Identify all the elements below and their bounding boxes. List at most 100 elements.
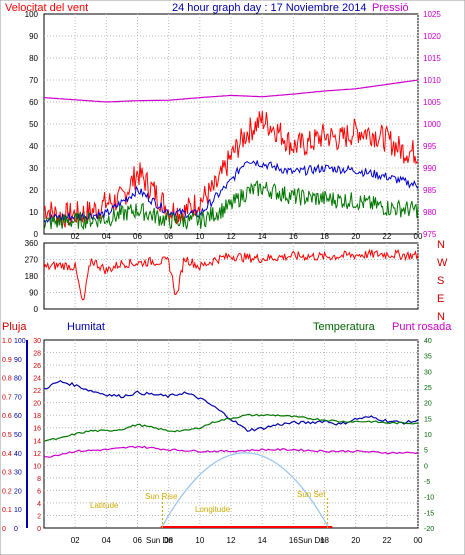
top-x-tick-label: 06 xyxy=(133,232,142,241)
mid-tick-label: 4 xyxy=(37,501,41,508)
humidity-tick-label: 100 xyxy=(14,338,26,345)
temperature-tick-label: 40 xyxy=(424,338,432,345)
pressure-tick-label: 985 xyxy=(423,186,437,195)
pressure-tick-label: 1020 xyxy=(423,32,441,41)
humidity-tick-label: 10 xyxy=(14,507,22,514)
bottom-x-tick-label: 08 xyxy=(164,536,173,545)
sunrise-label: Sun Rise xyxy=(145,492,178,501)
wind-speed-line xyxy=(43,179,419,231)
bottom-x-tick-label: 00 xyxy=(414,536,423,545)
mid-tick-label: 6 xyxy=(37,488,41,495)
latitude-label: Latitude xyxy=(90,501,119,510)
sun-arc xyxy=(161,452,329,527)
humidity-tick-label: 30 xyxy=(14,470,22,477)
pressure-tick-label: 980 xyxy=(423,208,437,217)
pressure-tick-label: 1000 xyxy=(423,120,441,129)
bottom-x-tick-label: 14 xyxy=(258,536,267,545)
wind-gust-line xyxy=(43,110,418,228)
pressure-tick-label: 995 xyxy=(423,142,437,151)
top-x-tick-label: 02 xyxy=(71,232,80,241)
wind-direction-line xyxy=(43,248,419,301)
top-x-tick-label: 18 xyxy=(320,232,329,241)
humidity-tick-label: 70 xyxy=(14,394,22,401)
rain-tick-label: 0.1 xyxy=(2,507,12,514)
bottom-x-tick-label: 22 xyxy=(382,536,391,545)
humidity-label: Humitat xyxy=(67,321,105,333)
wind-tick-label: 10 xyxy=(29,208,38,217)
longitude-label: Longitude xyxy=(195,505,231,514)
temperature-tick-label: 30 xyxy=(424,369,432,376)
humidity-tick-label: 40 xyxy=(14,451,22,458)
humidity-line xyxy=(43,379,419,432)
compass-letter: N xyxy=(437,311,445,323)
pressure-tick-label: 975 xyxy=(423,230,437,239)
direction-tick-label: 90 xyxy=(29,289,38,298)
wind-tick-label: 60 xyxy=(29,98,38,107)
mid-tick-label: 14 xyxy=(33,438,41,445)
humidity-tick-label: 20 xyxy=(14,488,22,495)
direction-tick-label: 0 xyxy=(34,305,39,314)
mid-tick-label: 0 xyxy=(37,526,41,533)
temperature-tick-label: 5 xyxy=(424,448,428,455)
temperature-tick-label: -10 xyxy=(424,495,434,502)
pressure-tick-label: 1025 xyxy=(423,10,441,19)
temperature-tick-label: 0 xyxy=(424,463,428,470)
temperature-tick-label: 35 xyxy=(424,354,432,361)
mid-tick-label: 30 xyxy=(33,338,41,345)
top-x-tick-label: 22 xyxy=(382,232,391,241)
rain-tick-label: 0.3 xyxy=(2,470,12,477)
temperature-label: Temperatura xyxy=(313,321,376,333)
bottom-x-tick-label: 04 xyxy=(102,536,111,545)
rain-tick-label: 0.4 xyxy=(2,451,12,458)
wind-tick-label: 40 xyxy=(29,142,38,151)
mid-tick-label: 24 xyxy=(33,376,41,383)
wind-tick-label: 0 xyxy=(34,230,39,239)
direction-tick-label: 360 xyxy=(25,239,39,248)
humidity-tick-label: 60 xyxy=(14,413,22,420)
rain-tick-label: 0.5 xyxy=(2,432,12,439)
temperature-tick-label: 25 xyxy=(424,385,432,392)
bottom-x-tick-label: 18 xyxy=(320,536,329,545)
rain-tick-label: 0 xyxy=(2,526,6,533)
temperature-tick-label: -20 xyxy=(424,526,434,533)
temperature-tick-label: -5 xyxy=(424,479,430,486)
sundown-left-label: Sun Dn xyxy=(146,536,173,545)
pressure-tick-label: 1010 xyxy=(423,76,441,85)
compass-letter: S xyxy=(437,275,444,287)
dew-point-line xyxy=(43,445,419,458)
pressure-tick-label: 1015 xyxy=(423,54,441,63)
top-x-tick-label: 12 xyxy=(227,232,236,241)
bottom-x-tick-label: 20 xyxy=(351,536,360,545)
wind-tick-label: 50 xyxy=(29,120,38,129)
compass-letter: E xyxy=(437,293,444,305)
mid-tick-label: 26 xyxy=(33,363,41,370)
mid-tick-label: 16 xyxy=(33,426,41,433)
mid-tick-label: 18 xyxy=(33,413,41,420)
pressure-line xyxy=(43,79,419,103)
bottom-x-tick-label: 12 xyxy=(227,536,236,545)
rain-tick-label: 0.2 xyxy=(2,488,12,495)
mid-tick-label: 12 xyxy=(33,451,41,458)
bottom-x-tick-label: 06 xyxy=(133,536,142,545)
compass-letter: N xyxy=(437,239,445,251)
humidity-tick-label: 80 xyxy=(14,376,22,383)
temperature-tick-label: 10 xyxy=(424,432,432,439)
rain-tick-label: 0.6 xyxy=(2,413,12,420)
direction-tick-label: 270 xyxy=(25,256,39,265)
pressure-tick-label: 1005 xyxy=(423,98,441,107)
wind-tick-label: 30 xyxy=(29,164,38,173)
top-x-tick-label: 14 xyxy=(258,232,267,241)
humidity-tick-label: 50 xyxy=(14,432,22,439)
humidity-tick-label: 0 xyxy=(14,526,18,533)
mid-tick-label: 8 xyxy=(37,476,41,483)
compass-letter: W xyxy=(437,257,448,269)
wind-speed-label: Velocitat del vent xyxy=(5,2,88,14)
temperature-line xyxy=(43,413,419,442)
top-x-tick-label: 04 xyxy=(102,232,111,241)
top-x-tick-label: 10 xyxy=(195,232,204,241)
rain-tick-label: 1.0 xyxy=(2,338,12,345)
temperature-tick-label: 20 xyxy=(424,401,432,408)
mid-tick-label: 10 xyxy=(33,463,41,470)
wind-tick-label: 70 xyxy=(29,76,38,85)
